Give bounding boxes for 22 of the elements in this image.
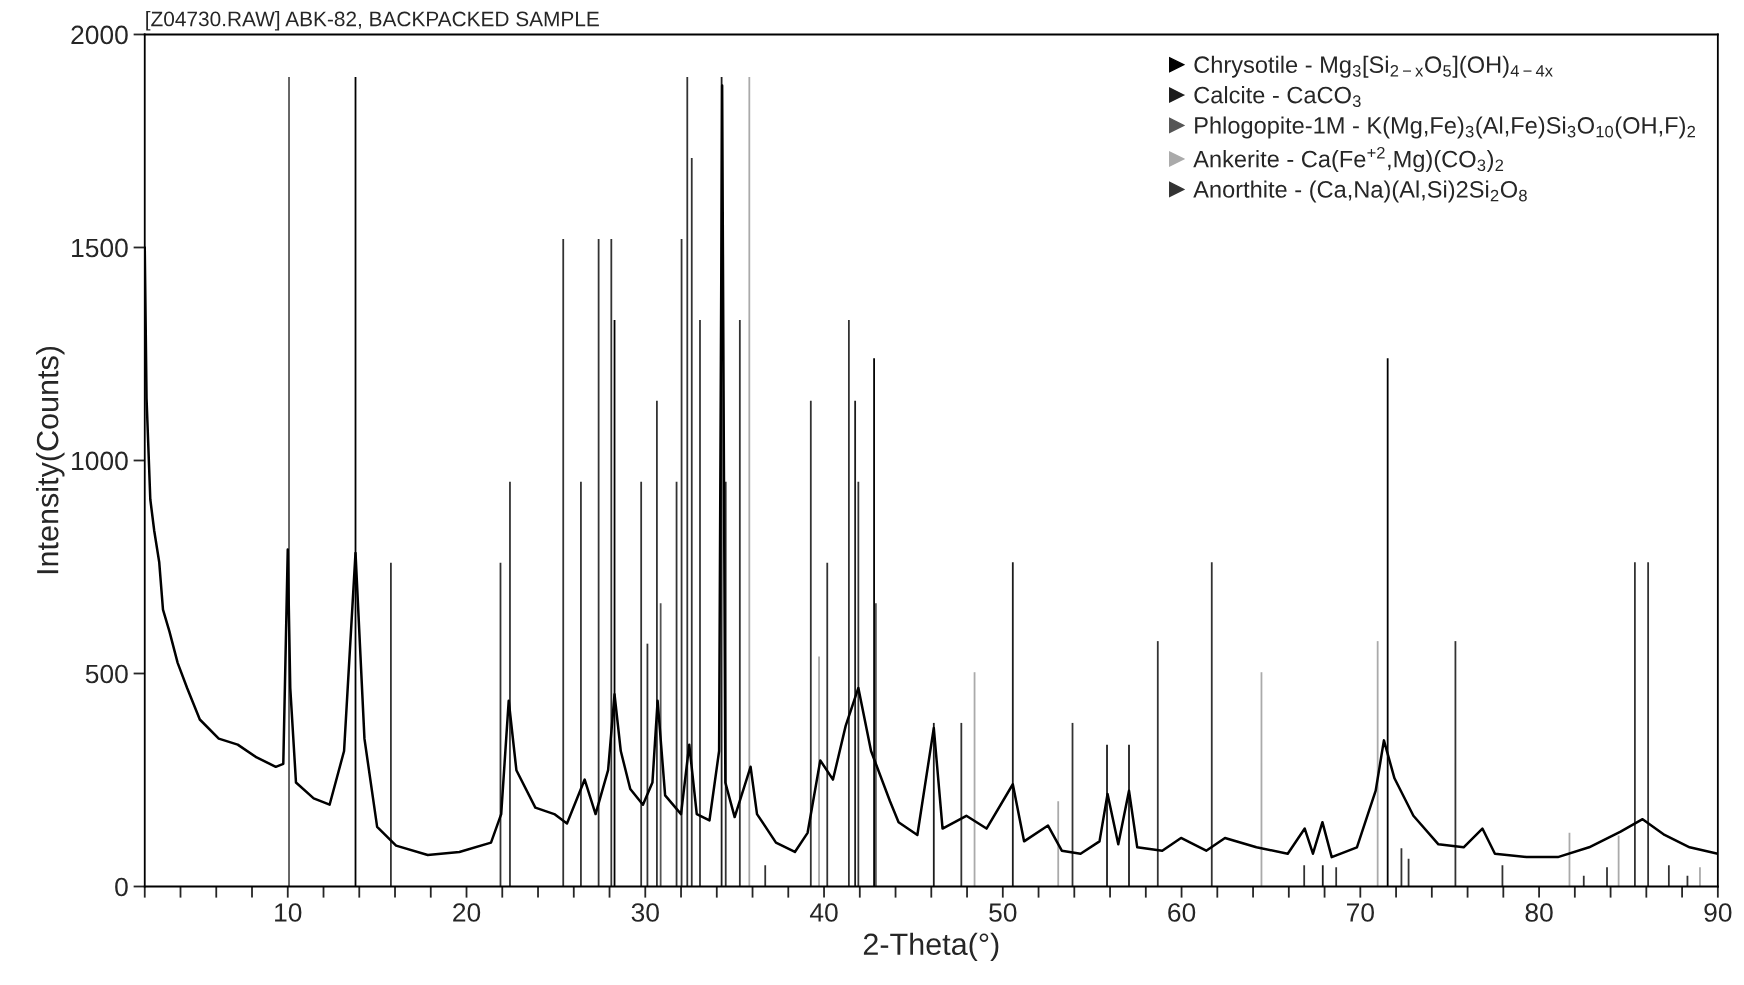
x-tick-label: 10 [275,903,302,922]
chart-title: [Z04730.RAW] ABK-82, BACKPACKED SAMPLE [146,11,599,31]
x-tick-label: 20 [453,903,481,922]
y-tick-label: 1000 [72,451,128,471]
x-tick-label: 70 [1347,903,1374,922]
x-tick-label: 90 [1704,903,1732,922]
x-axis-title: 2-Theta(°) [863,932,999,962]
y-tick-label: 500 [85,664,128,684]
x-tick-label: 30 [631,903,659,922]
y-tick-label: 2000 [71,25,128,45]
x-tick-label: 80 [1525,903,1553,922]
y-tick-label: 0 [115,877,128,897]
x-tick-label: 50 [989,903,1017,922]
y-tick-label: 1500 [72,238,128,258]
x-tick-label: 60 [1168,903,1196,922]
x-tick-label: 40 [809,903,838,922]
y-axis-title: Intensity(Counts) [36,346,65,574]
legend-label: Phlogopite-1M - K(Mg,Fe)$_{3}$(Al,Fe)Si$_{3}$O$_{10}$(OH,F)$_{2}$ [1195,116,1696,139]
legend-label: Ankerite - Ca(Fe$^{+2}$,Mg)(CO$_{3}$)$_{2}$ [1193,146,1504,173]
legend-label: Anorthite - (Ca,Na)(Al,Si)2Si$_{2}$O$_{8}$ [1193,180,1527,203]
legend-label: Calcite - CaCO$_{3}$ [1194,86,1361,108]
legend-label: Chrysotile - Mg$_{3}$[Si$_{2−x}$O$_{5}$](OH)$_{4−4x}$ [1194,55,1553,78]
